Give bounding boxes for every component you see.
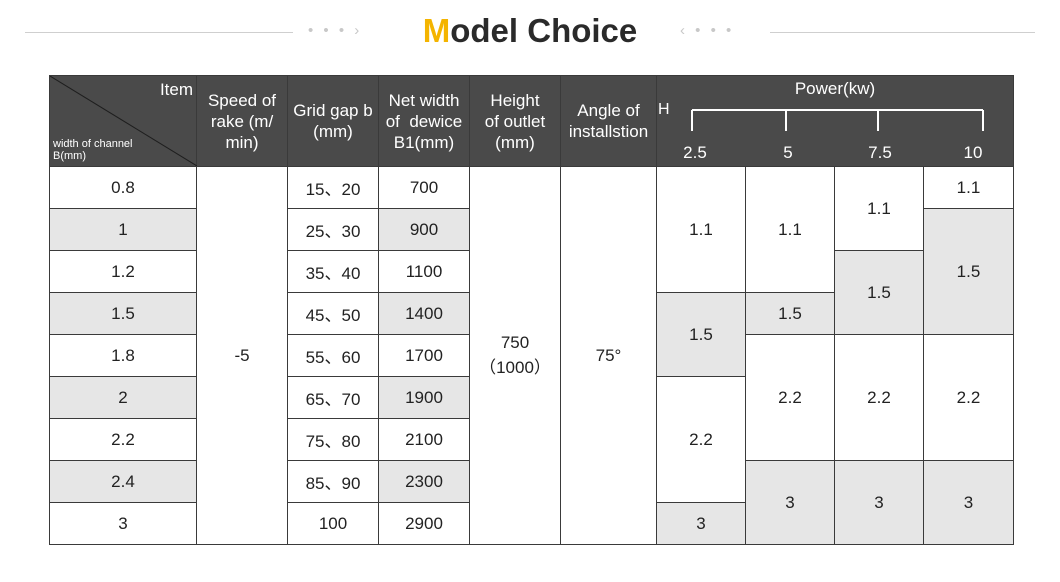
power-7-5-cell: 2.2 [834,334,924,461]
power-bracket [691,109,984,131]
channel-cell: 1.2 [49,250,197,293]
speed-header-line: min) [225,132,259,152]
power-10-cell: 1.1 [923,166,1014,209]
page-title: Model Choice [0,12,1060,50]
power-7-5-cell: 1.5 [834,250,924,335]
net-width-cell: 1900 [378,376,470,419]
grid-gap-cell: 65、70 [287,376,379,419]
power-value-2-5: 2.5 [683,143,707,162]
title-rule-right [770,32,1035,33]
channel-cell: 3 [49,502,197,545]
angle-cell: 75° [560,166,657,545]
grid-gap-cell: 35、40 [287,250,379,293]
channel-label-text: width of channel [53,138,133,150]
table-row: 2.4 85、90 2300 3 3 3 [49,460,1014,545]
table-row: 3 100 2900 3 [49,502,1014,545]
grid-gap-header-line: (mm) [313,122,353,141]
channel-cell: 1.8 [49,334,197,377]
net-width-header-line: B1(mm) [393,132,455,152]
height-alt-value: （1000） [479,358,551,377]
power-value-7-5: 7.5 [868,143,892,162]
height-header-line: (mm) [495,132,535,152]
grid-gap-header: Grid gap b (mm) [287,75,379,167]
power-2-5-cell: 1.1 [656,166,746,293]
power-10-cell: 2.2 [923,334,1014,461]
net-width-header-line: Net width [388,90,460,110]
title-bar: • • • › Model Choice ‹ • • • [0,0,1060,66]
table-row: 1.8 55、60 1700 2.2 2.2 2.2 [49,334,1014,461]
header-row: Item width of channel B(mm) Speed of rake … [49,75,1014,167]
power-2-5-cell: 2.2 [656,376,746,503]
grid-gap-cell: 45、50 [287,292,379,335]
power-5-cell: 1.1 [745,166,835,293]
net-width-cell: 900 [378,208,470,251]
power-value-10: 10 [963,143,983,162]
power-label: Power(kw) [794,79,876,98]
title-first-letter: M [422,12,451,49]
grid-gap-cell: 75、80 [287,418,379,461]
channel-cell: 2 [49,376,197,419]
table-row: 1 25、30 900 1.5 [49,208,1014,335]
power-7-5-cell: 3 [834,460,924,545]
title-decoration-right: ‹ • • • [680,22,735,39]
corner-channel-label: width of channel B(mm) [53,138,133,162]
channel-cell: 2.4 [49,460,197,503]
speed-header-line: rake (m/ [210,111,274,131]
power-value-5: 5 [783,143,793,162]
h-label: H [658,101,670,118]
grid-gap-cell: 85、90 [287,460,379,503]
angle-header: Angle of installstion [560,75,657,167]
title-rule-left [25,32,293,33]
channel-cell: 2.2 [49,418,197,461]
title-rest: odel Choice [450,12,638,49]
corner-diagonal [50,76,197,166]
net-width-cell: 1100 [378,250,470,293]
table-row: 0.8 -5 15、20 700 750 （1000） 75° 1.1 1.1 1… [49,166,1014,545]
power-7-5-cell: 1.1 [834,166,924,251]
net-width-cell: 2300 [378,460,470,503]
power-5-cell: 3 [745,460,835,545]
table-row: 2.2 75、80 2100 [49,418,1014,461]
channel-cell: 0.8 [49,166,197,209]
power-2-5-cell: 3 [656,502,746,545]
net-width-header: Net width of dewice B1(mm) [378,75,470,167]
angle-header-line: installstion [568,122,649,141]
model-choice-table: Item width of channel B(mm) Speed of rake … [49,75,1014,545]
power-5-cell: 2.2 [745,334,835,461]
power-2-5-cell: 1.5 [656,292,746,377]
net-width-header-line: of dewice [385,111,463,131]
net-width-cell: 700 [378,166,470,209]
speed-header-line: Speed of [207,90,277,110]
channel-unit-text: B(mm) [53,150,86,162]
table-row: 1.5 45、50 1400 1.5 1.5 [49,292,1014,377]
power-5-cell: 1.5 [745,292,835,335]
corner-header: Item width of channel B(mm) [49,75,197,167]
corner-item-label: Item [159,80,193,99]
power-header: Power(kw) H 2.5 5 7.5 10 [656,75,1014,167]
grid-gap-cell: 25、30 [287,208,379,251]
height-outlet-cell: 750 （1000） [469,166,561,545]
net-width-cell: 2900 [378,502,470,545]
height-main-value: 750 [500,333,530,352]
table-row: 1.2 35、40 1100 1.5 [49,250,1014,335]
net-width-cell: 1400 [378,292,470,335]
height-outlet-header: Height of outlet (mm) [469,75,561,167]
channel-cell: 1.5 [49,292,197,335]
power-10-cell: 3 [923,460,1014,545]
channel-cell: 1 [49,208,197,251]
height-header-line: Height [490,90,540,110]
net-width-cell: 1700 [378,334,470,377]
height-header-line: of outlet [484,111,546,131]
table-row: 2 65、70 1900 2.2 [49,376,1014,503]
title-decoration-left: • • • › [308,22,363,39]
speed-cell: -5 [196,166,288,545]
grid-gap-cell: 55、60 [287,334,379,377]
grid-gap-cell: 100 [287,502,379,545]
grid-gap-header-line: Grid gap b [293,101,373,120]
speed-header: Speed of rake (m/min) [196,75,288,167]
grid-gap-cell: 15、20 [287,166,379,209]
power-10-cell: 1.5 [923,208,1014,335]
net-width-cell: 2100 [378,418,470,461]
angle-header-line: Angle of [577,101,640,120]
